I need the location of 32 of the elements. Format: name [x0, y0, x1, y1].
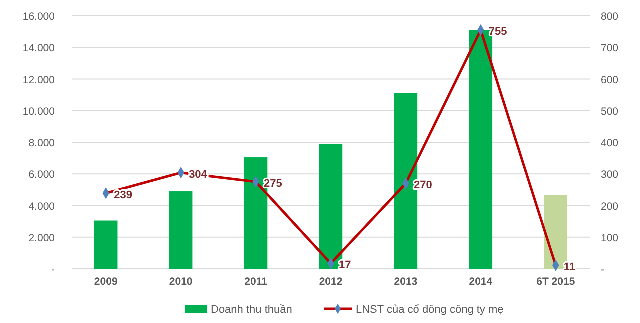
x-tick-label: 2009 [94, 276, 118, 288]
legend-label: Doanh thu thuần [211, 304, 292, 316]
x-tick-label: 2014 [469, 276, 493, 288]
y2-tick-label: 800 [601, 11, 619, 23]
x-tick-label: 6T 2015 [536, 276, 576, 288]
y2-tick-label: 300 [601, 169, 619, 182]
data-label: 239 [114, 189, 132, 202]
y-tick-label: 2.000 [28, 232, 56, 244]
x-tick-label: 2011 [244, 276, 268, 288]
y-tick-label: - [52, 264, 56, 276]
data-label: 11 [564, 262, 576, 274]
y-tick-label: 14.000 [22, 42, 56, 55]
y-tick-label: 12.000 [22, 74, 56, 86]
x-tick-label: 2010 [169, 276, 193, 288]
y2-tick-label: 600 [601, 74, 619, 86]
y2-tick-label: 200 [601, 200, 619, 213]
y-tick-label: 8.000 [28, 138, 56, 150]
y2-tick-label: - [601, 264, 605, 276]
y2-tick-label: 700 [601, 42, 619, 55]
y-tick-label: 4.000 [28, 200, 56, 213]
y-tick-label: 10.000 [22, 106, 56, 118]
bar [94, 220, 118, 269]
y2-tick-label: 100 [601, 232, 619, 244]
data-label: 304 [189, 168, 208, 181]
y-tick-label: 16.000 [22, 11, 56, 23]
x-tick-label: 2012 [319, 276, 343, 288]
y2-tick-label: 400 [601, 138, 619, 150]
x-tick-label: 2013 [394, 276, 418, 288]
y-tick-label: 6.000 [28, 169, 56, 182]
legend-label: LNST của cổ đông công ty mẹ [356, 304, 504, 316]
y2-tick-label: 500 [601, 106, 619, 118]
bar [169, 192, 193, 269]
